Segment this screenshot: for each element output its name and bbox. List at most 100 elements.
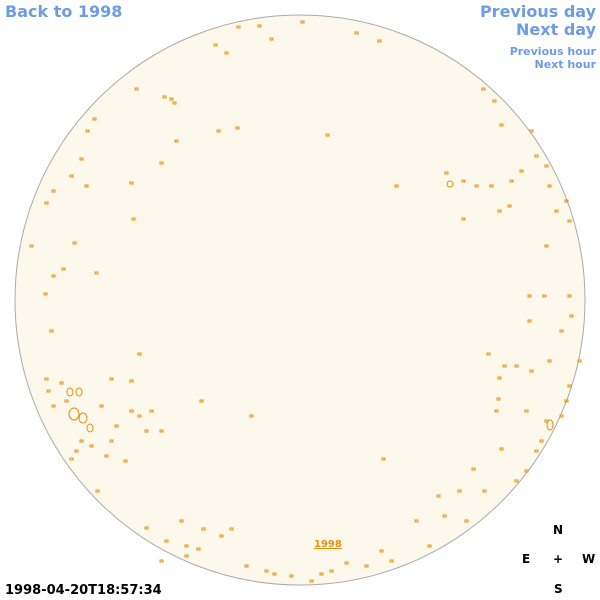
previous-hour-link[interactable]: Previous hour	[509, 45, 596, 58]
contour	[567, 294, 572, 298]
contour	[85, 129, 90, 133]
contour	[514, 364, 519, 368]
contour	[524, 409, 529, 413]
contour	[381, 457, 386, 461]
contour	[184, 544, 189, 548]
contour	[309, 579, 314, 583]
compass-center: +	[553, 552, 564, 566]
contour	[496, 397, 501, 401]
contour	[84, 184, 89, 188]
contour	[29, 244, 34, 248]
contour	[92, 117, 97, 121]
year-link[interactable]: 1998	[314, 539, 342, 550]
back-link[interactable]: Back to 1998	[5, 2, 123, 21]
next-day-link[interactable]: Next day	[516, 20, 596, 39]
contour	[199, 399, 204, 403]
contour	[99, 404, 104, 408]
contour	[524, 469, 529, 473]
previous-day-link[interactable]: Previous day	[479, 2, 596, 21]
contour	[529, 129, 534, 133]
contour	[219, 534, 224, 538]
contour	[95, 489, 100, 493]
contour	[174, 139, 179, 143]
contour	[482, 489, 487, 493]
contour	[519, 169, 524, 173]
contour	[137, 414, 142, 418]
contour	[224, 51, 229, 55]
contour	[547, 184, 552, 188]
contour	[492, 99, 497, 103]
contour	[169, 97, 174, 101]
contour	[264, 569, 269, 573]
contour	[554, 209, 559, 213]
contour	[51, 274, 56, 278]
contour	[129, 181, 134, 185]
contour	[114, 424, 119, 428]
contour	[544, 419, 549, 423]
contour	[457, 489, 462, 493]
contour	[474, 184, 479, 188]
contour	[49, 329, 54, 333]
contour	[144, 429, 149, 433]
contours	[29, 20, 582, 583]
compass-west: W	[582, 552, 596, 566]
contour	[249, 414, 254, 418]
contour	[559, 329, 564, 333]
contour	[213, 43, 218, 47]
contour	[329, 569, 334, 573]
contour	[69, 457, 74, 461]
contour	[149, 409, 154, 413]
contour	[196, 547, 201, 551]
timestamp: 1998-04-20T18:57:34	[5, 583, 162, 598]
contour	[534, 449, 539, 453]
contour	[74, 449, 79, 453]
contour	[78, 412, 88, 424]
contour	[46, 389, 51, 393]
contour	[72, 241, 77, 245]
contour	[539, 439, 544, 443]
contour	[137, 352, 142, 356]
contour	[51, 189, 56, 193]
contour	[461, 217, 466, 221]
next-hour-link[interactable]: Next hour	[534, 58, 597, 71]
contour	[300, 20, 305, 24]
contour	[547, 359, 552, 363]
contour	[44, 201, 49, 205]
contour	[51, 404, 56, 408]
contour	[497, 376, 502, 380]
contour	[354, 31, 359, 35]
contour	[494, 409, 499, 413]
contour	[184, 554, 189, 558]
contour	[527, 294, 532, 298]
contour	[499, 123, 504, 127]
contour	[64, 399, 69, 403]
contour	[546, 419, 554, 431]
contour	[394, 184, 399, 188]
contour	[159, 161, 164, 165]
contour	[94, 271, 99, 275]
contour	[44, 377, 49, 381]
contour	[446, 180, 454, 188]
contour	[89, 444, 94, 448]
contour	[442, 514, 447, 518]
contour	[461, 179, 466, 183]
contour	[179, 519, 184, 523]
compass-south: S	[554, 582, 563, 596]
contour	[162, 95, 167, 99]
compass-north: N	[553, 523, 564, 537]
contour	[319, 572, 324, 576]
compass-east: E	[522, 552, 531, 566]
contour	[567, 219, 572, 223]
contour	[514, 479, 519, 483]
contour	[235, 126, 240, 130]
contour	[201, 527, 206, 531]
contour	[544, 164, 549, 168]
contour	[564, 399, 569, 403]
contour	[244, 564, 249, 568]
contour	[389, 559, 394, 563]
contour	[104, 454, 109, 458]
contour	[109, 439, 114, 443]
contour	[123, 459, 128, 463]
contour	[86, 423, 94, 433]
